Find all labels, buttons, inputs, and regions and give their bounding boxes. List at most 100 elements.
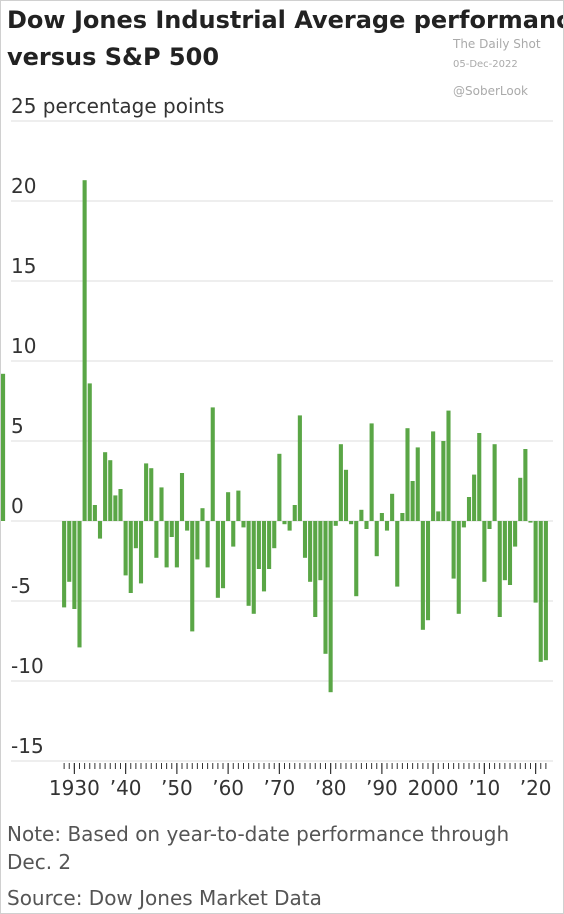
bar [133,521,138,549]
bar [174,521,179,568]
bar [149,468,154,521]
bar [446,410,451,521]
bar [456,521,461,614]
bar [292,505,297,521]
bar [185,521,190,531]
bar [354,521,359,597]
bar [251,521,256,614]
bar [190,521,195,632]
source: Source: Dow Jones Market Data [7,886,322,910]
bar [472,474,477,521]
bar [425,521,431,621]
bar [369,423,374,521]
bar [379,513,384,521]
bar [277,453,282,521]
bar [297,415,302,521]
bar [62,521,67,608]
bar [492,444,497,521]
bar [482,521,487,582]
x-tick-label: ’60 [212,776,244,800]
bar [97,521,103,539]
bar [87,383,92,521]
y-tick-label: 15 [11,254,36,278]
bar [374,521,379,557]
bar [1,373,6,521]
bar [72,521,77,609]
x-tick-label: 1930 [49,776,100,800]
bar [287,521,292,531]
x-tick-label: ’20 [520,776,552,800]
bar [118,489,123,521]
chart-title: versus S&P 500 [7,43,219,71]
bar [128,521,133,593]
x-tick-label: 2000 [408,776,459,800]
x-tick-label: ’70 [263,776,295,800]
bar [338,444,343,521]
bar [308,521,313,582]
y-tick-label: 20 [11,174,36,198]
y-tick-label: 0 [11,494,24,518]
note: Dec. 2 [7,850,71,874]
bar [113,495,118,521]
bar [431,431,436,521]
y-tick-label: 10 [11,334,36,358]
bar [123,521,128,576]
bar [507,521,513,585]
x-tick-label: ’50 [161,776,193,800]
bar [154,521,159,558]
bar [343,469,349,521]
y-tick-label: 5 [11,414,24,438]
bar [333,521,338,526]
bar [159,487,164,521]
bar [231,521,236,547]
bar [302,521,308,558]
watermark: @SoberLook [453,84,528,98]
bar [236,490,241,521]
x-tick-label: ’80 [315,776,347,800]
bar [272,521,277,549]
chart-title: Dow Jones Industrial Average performance [7,6,563,34]
bar [215,521,220,598]
bar [395,521,400,587]
bar [528,521,533,523]
bar [415,447,420,521]
bar [410,481,415,521]
bar [67,521,72,582]
bar [210,407,215,521]
bar [313,521,318,617]
bar [328,521,333,693]
bar [246,521,251,606]
bar [82,180,87,521]
bar [138,521,144,584]
note: Note: Based on year-to-date performance … [7,822,509,846]
bar [477,433,482,521]
y-tick-label: -5 [11,574,31,598]
x-tick-label: ’90 [366,776,398,800]
x-tick-label: ’10 [468,776,500,800]
bar [349,521,354,525]
bar [195,521,200,560]
y-tick-label: 25 percentage points [11,94,224,118]
bar [164,521,169,568]
bar [108,460,113,521]
bar [543,521,548,661]
bar [497,521,502,617]
bar [256,521,261,569]
y-tick-label: -10 [11,654,44,678]
bar [420,521,425,630]
bar [502,521,507,581]
bar [282,521,287,525]
bar [144,463,149,521]
bar [241,521,246,528]
bar [400,513,405,521]
bar [513,521,518,547]
bar [518,477,523,521]
x-tick-label: ’40 [110,776,142,800]
bar [77,521,82,648]
bar [487,521,492,529]
bar [200,508,205,521]
bar [169,521,174,537]
bar [461,521,466,528]
bar [466,497,472,521]
